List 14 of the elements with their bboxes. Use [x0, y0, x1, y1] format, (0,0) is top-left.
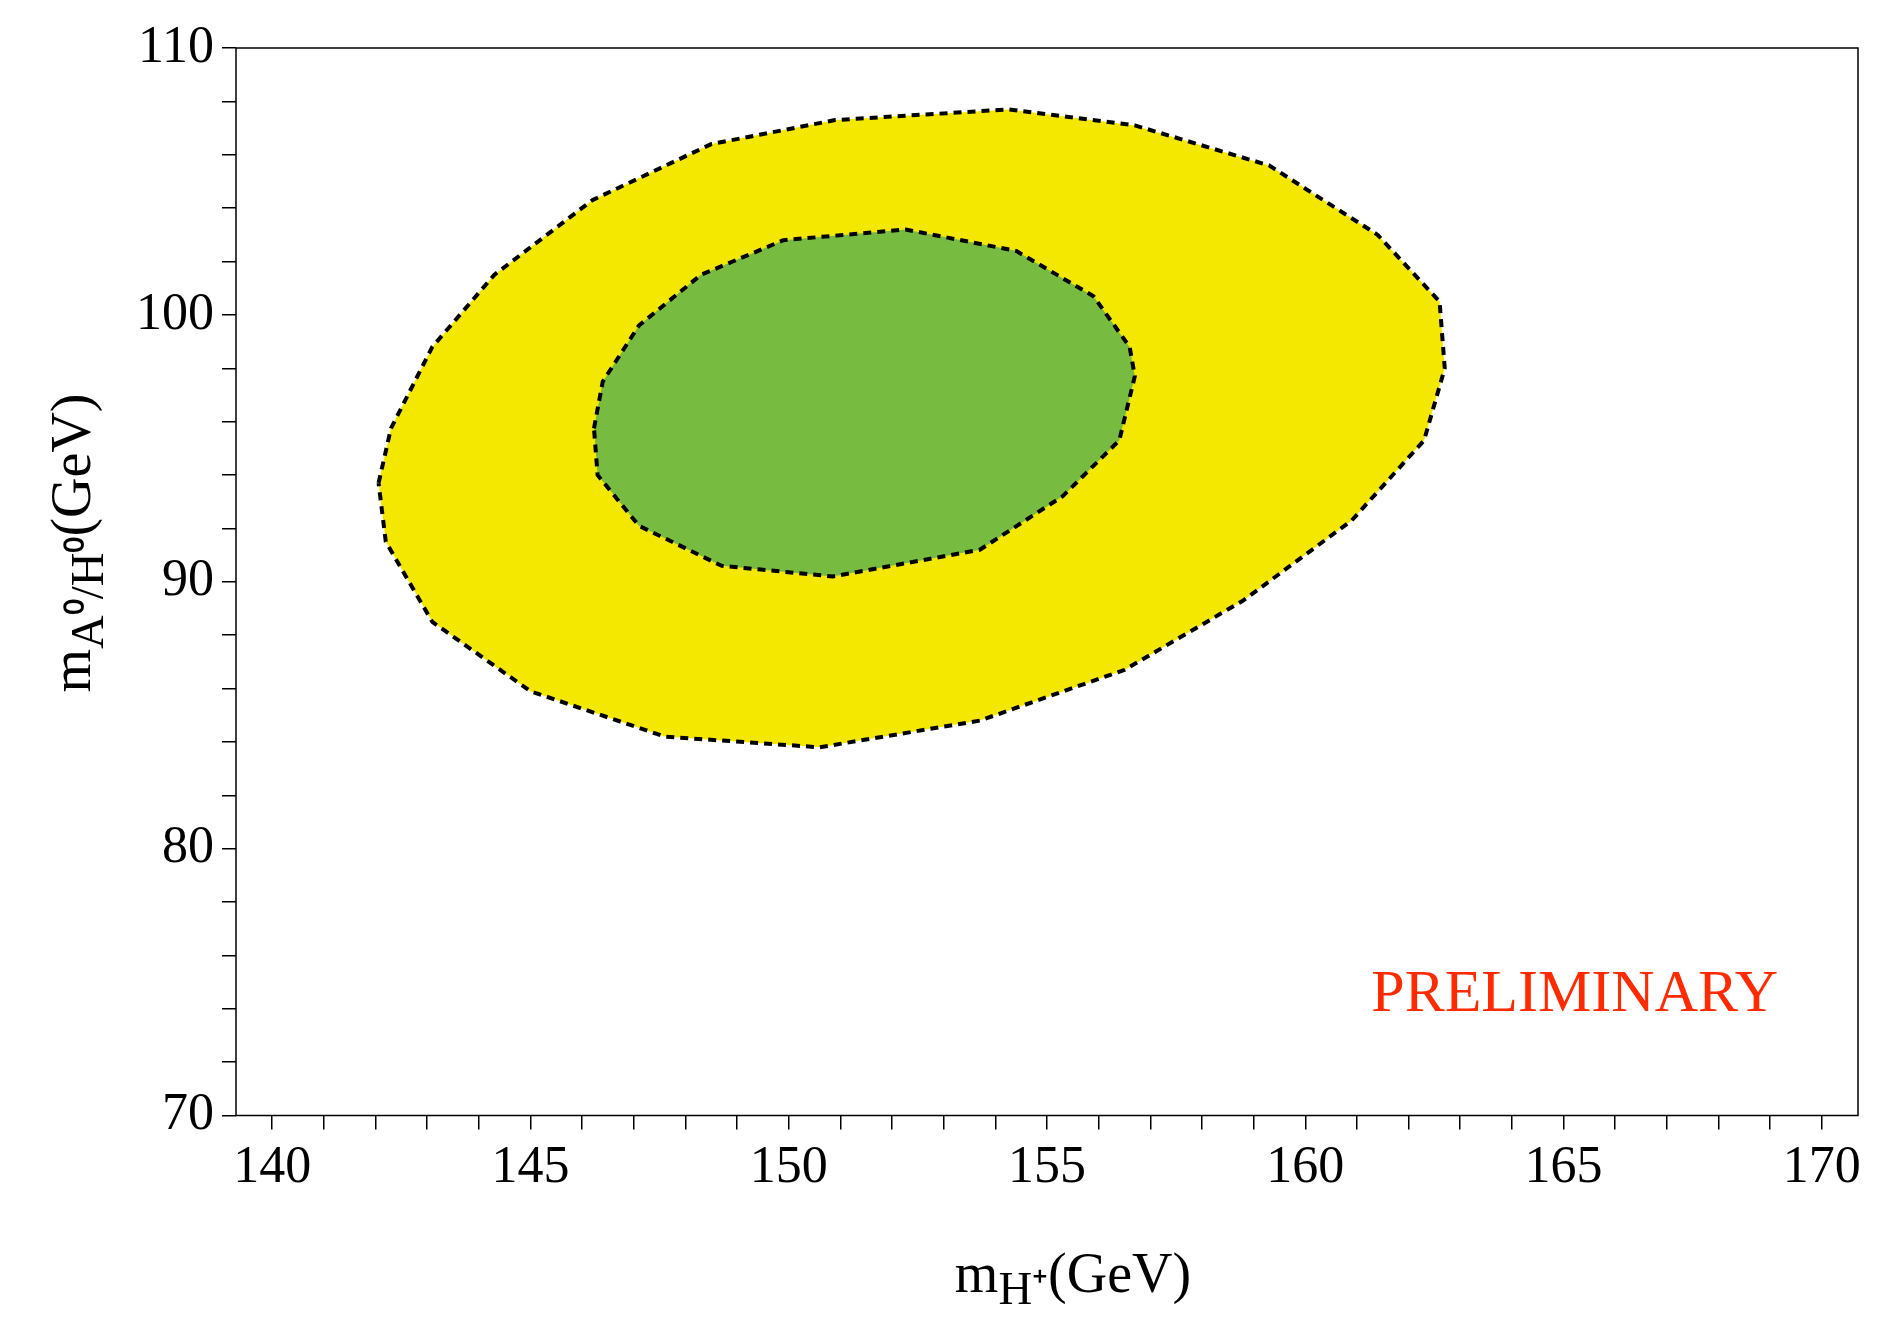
annotation: PRELIMINARY [1371, 958, 1778, 1025]
y-tick-label: 90 [162, 549, 214, 607]
x-tick-label: 170 [1782, 1136, 1861, 1194]
y-tick-label: 100 [136, 282, 214, 340]
x-tick-label: 140 [233, 1136, 312, 1194]
y-tick-label: 70 [162, 1083, 214, 1141]
x-tick-label: 160 [1266, 1136, 1345, 1194]
y-tick-label: 80 [162, 816, 214, 874]
x-tick-label: 145 [491, 1136, 570, 1194]
y-tick-label: 110 [137, 15, 214, 73]
x-tick-label: 150 [749, 1136, 828, 1194]
x-axis-title: m$_{H⁺}$(GeV) [953, 1240, 1193, 1316]
x-tick-label: 165 [1524, 1136, 1603, 1194]
x-tick-label: 155 [1008, 1136, 1086, 1194]
